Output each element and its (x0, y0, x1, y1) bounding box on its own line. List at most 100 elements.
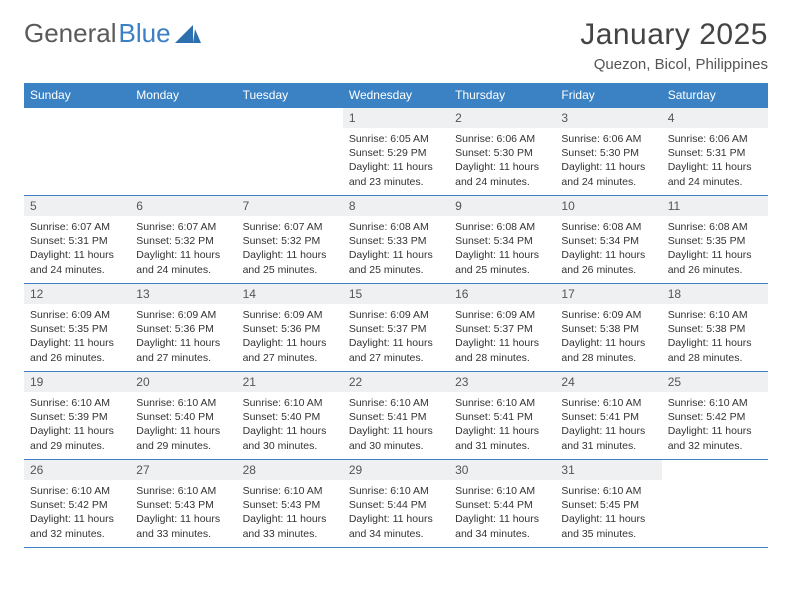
day-cell: 20Sunrise: 6:10 AMSunset: 5:40 PMDayligh… (130, 372, 236, 460)
day-cell (130, 108, 236, 196)
brand-word-2: Blue (119, 18, 171, 49)
day-detail: Sunrise: 6:10 AMSunset: 5:39 PMDaylight:… (24, 392, 130, 459)
day-detail: Sunrise: 6:05 AMSunset: 5:29 PMDaylight:… (343, 128, 449, 195)
day-cell: 22Sunrise: 6:10 AMSunset: 5:41 PMDayligh… (343, 372, 449, 460)
day-cell: 1Sunrise: 6:05 AMSunset: 5:29 PMDaylight… (343, 108, 449, 196)
day-detail: Sunrise: 6:08 AMSunset: 5:34 PMDaylight:… (555, 216, 661, 283)
day-number: 28 (237, 460, 343, 480)
day-number: 18 (662, 284, 768, 304)
day-number: 12 (24, 284, 130, 304)
day-detail: Sunrise: 6:10 AMSunset: 5:42 PMDaylight:… (24, 480, 130, 547)
day-detail: Sunrise: 6:08 AMSunset: 5:33 PMDaylight:… (343, 216, 449, 283)
day-cell (237, 108, 343, 196)
day-detail: Sunrise: 6:08 AMSunset: 5:35 PMDaylight:… (662, 216, 768, 283)
day-detail: Sunrise: 6:10 AMSunset: 5:40 PMDaylight:… (237, 392, 343, 459)
week-row: 1Sunrise: 6:05 AMSunset: 5:29 PMDaylight… (24, 108, 768, 196)
day-number: 5 (24, 196, 130, 216)
day-cell: 12Sunrise: 6:09 AMSunset: 5:35 PMDayligh… (24, 284, 130, 372)
day-number: 8 (343, 196, 449, 216)
day-cell: 15Sunrise: 6:09 AMSunset: 5:37 PMDayligh… (343, 284, 449, 372)
day-header: Tuesday (237, 83, 343, 108)
day-number: 25 (662, 372, 768, 392)
title-block: January 2025 Quezon, Bicol, Philippines (580, 18, 768, 73)
day-number: 3 (555, 108, 661, 128)
day-number: 15 (343, 284, 449, 304)
day-cell: 6Sunrise: 6:07 AMSunset: 5:32 PMDaylight… (130, 196, 236, 284)
day-header: Sunday (24, 83, 130, 108)
location-text: Quezon, Bicol, Philippines (580, 56, 768, 73)
month-title: January 2025 (580, 18, 768, 52)
day-detail: Sunrise: 6:08 AMSunset: 5:34 PMDaylight:… (449, 216, 555, 283)
day-cell: 26Sunrise: 6:10 AMSunset: 5:42 PMDayligh… (24, 460, 130, 548)
brand-word-1: General (24, 18, 117, 49)
day-detail: Sunrise: 6:09 AMSunset: 5:37 PMDaylight:… (449, 304, 555, 371)
week-row: 12Sunrise: 6:09 AMSunset: 5:35 PMDayligh… (24, 284, 768, 372)
day-number: 7 (237, 196, 343, 216)
week-row: 5Sunrise: 6:07 AMSunset: 5:31 PMDaylight… (24, 196, 768, 284)
day-header: Wednesday (343, 83, 449, 108)
day-cell: 21Sunrise: 6:10 AMSunset: 5:40 PMDayligh… (237, 372, 343, 460)
week-row: 19Sunrise: 6:10 AMSunset: 5:39 PMDayligh… (24, 372, 768, 460)
day-cell: 10Sunrise: 6:08 AMSunset: 5:34 PMDayligh… (555, 196, 661, 284)
day-cell: 28Sunrise: 6:10 AMSunset: 5:43 PMDayligh… (237, 460, 343, 548)
day-header: Saturday (662, 83, 768, 108)
day-detail: Sunrise: 6:10 AMSunset: 5:43 PMDaylight:… (130, 480, 236, 547)
day-cell: 27Sunrise: 6:10 AMSunset: 5:43 PMDayligh… (130, 460, 236, 548)
day-number: 27 (130, 460, 236, 480)
day-number: 16 (449, 284, 555, 304)
day-cell: 13Sunrise: 6:09 AMSunset: 5:36 PMDayligh… (130, 284, 236, 372)
day-detail: Sunrise: 6:10 AMSunset: 5:41 PMDaylight:… (555, 392, 661, 459)
day-detail: Sunrise: 6:06 AMSunset: 5:31 PMDaylight:… (662, 128, 768, 195)
day-cell: 17Sunrise: 6:09 AMSunset: 5:38 PMDayligh… (555, 284, 661, 372)
day-cell: 7Sunrise: 6:07 AMSunset: 5:32 PMDaylight… (237, 196, 343, 284)
day-cell: 18Sunrise: 6:10 AMSunset: 5:38 PMDayligh… (662, 284, 768, 372)
day-header: Friday (555, 83, 661, 108)
day-cell: 30Sunrise: 6:10 AMSunset: 5:44 PMDayligh… (449, 460, 555, 548)
day-cell: 24Sunrise: 6:10 AMSunset: 5:41 PMDayligh… (555, 372, 661, 460)
day-detail: Sunrise: 6:10 AMSunset: 5:45 PMDaylight:… (555, 480, 661, 547)
day-number: 1 (343, 108, 449, 128)
day-cell: 19Sunrise: 6:10 AMSunset: 5:39 PMDayligh… (24, 372, 130, 460)
day-detail: Sunrise: 6:10 AMSunset: 5:44 PMDaylight:… (343, 480, 449, 547)
brand-logo: GeneralBlue (24, 18, 201, 49)
calendar-head: SundayMondayTuesdayWednesdayThursdayFrid… (24, 83, 768, 108)
day-cell (24, 108, 130, 196)
day-number: 14 (237, 284, 343, 304)
day-detail: Sunrise: 6:09 AMSunset: 5:37 PMDaylight:… (343, 304, 449, 371)
calendar-body: 1Sunrise: 6:05 AMSunset: 5:29 PMDaylight… (24, 108, 768, 548)
day-detail: Sunrise: 6:10 AMSunset: 5:38 PMDaylight:… (662, 304, 768, 371)
day-number: 9 (449, 196, 555, 216)
day-cell: 16Sunrise: 6:09 AMSunset: 5:37 PMDayligh… (449, 284, 555, 372)
day-number: 11 (662, 196, 768, 216)
day-cell: 25Sunrise: 6:10 AMSunset: 5:42 PMDayligh… (662, 372, 768, 460)
day-detail: Sunrise: 6:10 AMSunset: 5:44 PMDaylight:… (449, 480, 555, 547)
day-detail: Sunrise: 6:10 AMSunset: 5:40 PMDaylight:… (130, 392, 236, 459)
day-number: 20 (130, 372, 236, 392)
day-cell: 11Sunrise: 6:08 AMSunset: 5:35 PMDayligh… (662, 196, 768, 284)
day-number: 2 (449, 108, 555, 128)
sail-icon (175, 23, 201, 45)
day-number: 24 (555, 372, 661, 392)
day-detail: Sunrise: 6:09 AMSunset: 5:36 PMDaylight:… (130, 304, 236, 371)
day-number: 13 (130, 284, 236, 304)
day-detail: Sunrise: 6:06 AMSunset: 5:30 PMDaylight:… (555, 128, 661, 195)
day-cell: 5Sunrise: 6:07 AMSunset: 5:31 PMDaylight… (24, 196, 130, 284)
day-cell: 2Sunrise: 6:06 AMSunset: 5:30 PMDaylight… (449, 108, 555, 196)
calendar-table: SundayMondayTuesdayWednesdayThursdayFrid… (24, 83, 768, 548)
day-number: 17 (555, 284, 661, 304)
day-number: 30 (449, 460, 555, 480)
day-detail: Sunrise: 6:10 AMSunset: 5:41 PMDaylight:… (449, 392, 555, 459)
day-number: 19 (24, 372, 130, 392)
week-row: 26Sunrise: 6:10 AMSunset: 5:42 PMDayligh… (24, 460, 768, 548)
day-header: Monday (130, 83, 236, 108)
day-cell: 23Sunrise: 6:10 AMSunset: 5:41 PMDayligh… (449, 372, 555, 460)
day-cell: 3Sunrise: 6:06 AMSunset: 5:30 PMDaylight… (555, 108, 661, 196)
day-header: Thursday (449, 83, 555, 108)
day-detail: Sunrise: 6:07 AMSunset: 5:31 PMDaylight:… (24, 216, 130, 283)
day-number: 29 (343, 460, 449, 480)
day-cell (662, 460, 768, 548)
day-number: 4 (662, 108, 768, 128)
day-cell: 8Sunrise: 6:08 AMSunset: 5:33 PMDaylight… (343, 196, 449, 284)
day-cell: 31Sunrise: 6:10 AMSunset: 5:45 PMDayligh… (555, 460, 661, 548)
day-detail: Sunrise: 6:09 AMSunset: 5:35 PMDaylight:… (24, 304, 130, 371)
